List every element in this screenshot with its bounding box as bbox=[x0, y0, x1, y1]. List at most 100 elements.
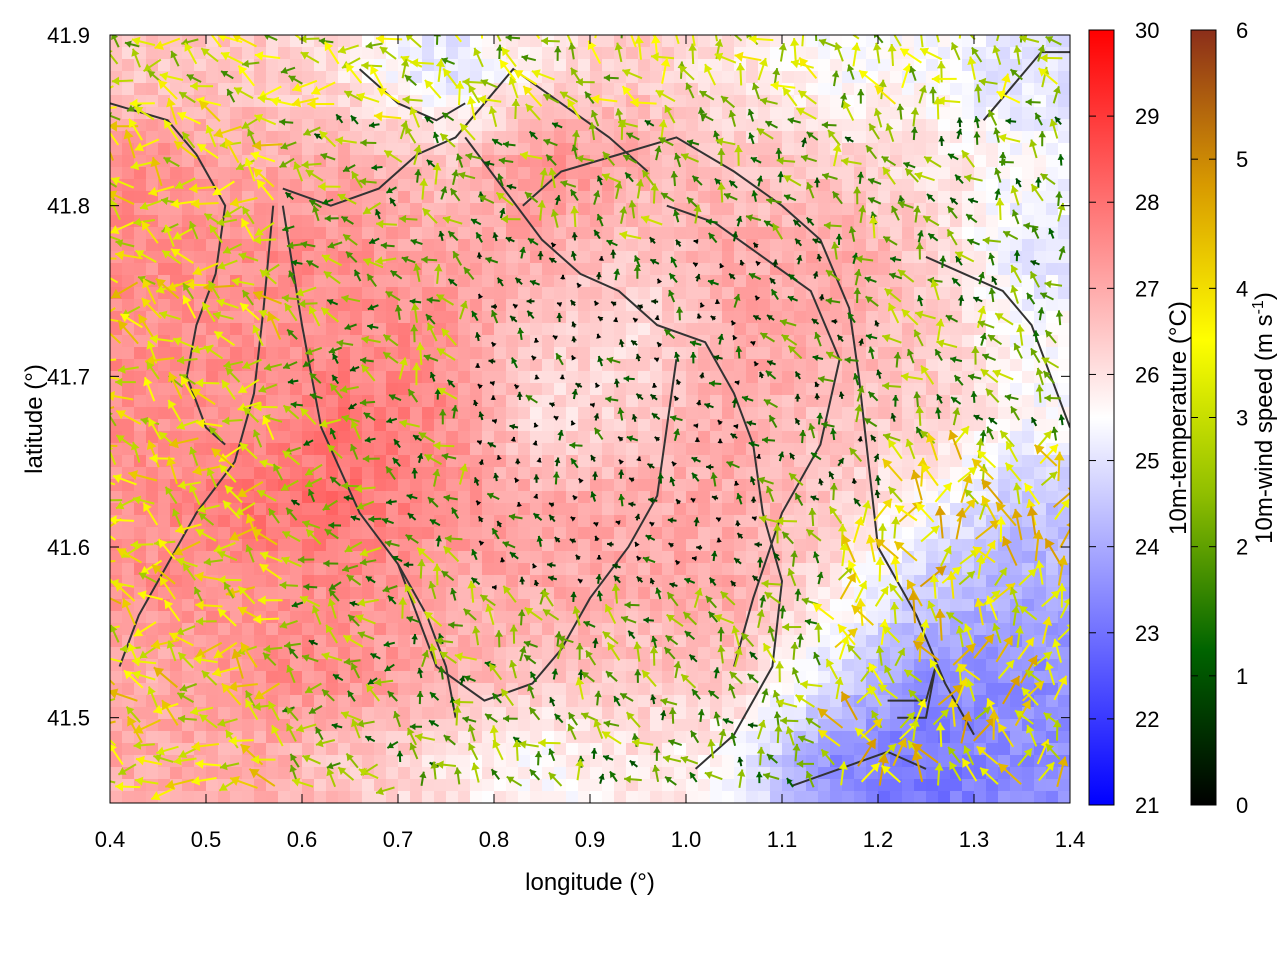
heatmap-cell bbox=[818, 527, 830, 539]
heatmap-cell bbox=[158, 167, 170, 179]
heatmap-cell bbox=[722, 215, 734, 227]
heatmap-cell bbox=[530, 191, 542, 203]
heatmap-cell bbox=[374, 71, 386, 83]
heatmap-cell bbox=[722, 251, 734, 263]
heatmap-cell bbox=[1034, 239, 1046, 251]
heatmap-cell bbox=[410, 35, 422, 47]
heatmap-cell bbox=[782, 239, 794, 251]
heatmap-cell bbox=[854, 323, 866, 335]
heatmap-cell bbox=[962, 203, 974, 215]
heatmap-cell bbox=[770, 179, 782, 191]
heatmap-cell bbox=[602, 419, 614, 431]
heatmap-cell bbox=[302, 443, 314, 455]
heatmap-cell bbox=[926, 35, 938, 47]
heatmap-cell bbox=[122, 371, 134, 383]
heatmap-cell bbox=[794, 539, 806, 551]
heatmap-cell bbox=[830, 635, 842, 647]
heatmap-cell bbox=[182, 611, 194, 623]
heatmap-cell bbox=[662, 431, 674, 443]
heatmap-cell bbox=[938, 527, 950, 539]
heatmap-cell bbox=[266, 527, 278, 539]
heatmap-cell bbox=[1034, 611, 1046, 623]
heatmap-cell bbox=[962, 263, 974, 275]
heatmap-cell bbox=[146, 527, 158, 539]
heatmap-cell bbox=[578, 323, 590, 335]
heatmap-cell bbox=[746, 659, 758, 671]
heatmap-cell bbox=[374, 479, 386, 491]
heatmap-cell bbox=[398, 455, 410, 467]
heatmap-cell bbox=[914, 263, 926, 275]
heatmap-cell bbox=[410, 647, 422, 659]
heatmap-cell bbox=[410, 779, 422, 791]
heatmap-cell bbox=[998, 479, 1010, 491]
heatmap-cell bbox=[182, 95, 194, 107]
heatmap-cell bbox=[986, 83, 998, 95]
heatmap-cell bbox=[314, 467, 326, 479]
heatmap-cell bbox=[518, 167, 530, 179]
heatmap-cell bbox=[326, 743, 338, 755]
heatmap-cell bbox=[542, 335, 554, 347]
heatmap-cell bbox=[422, 515, 434, 527]
heatmap-cell bbox=[578, 395, 590, 407]
heatmap-cell bbox=[614, 527, 626, 539]
heatmap-cell bbox=[266, 635, 278, 647]
heatmap-cell bbox=[398, 407, 410, 419]
heatmap-cell bbox=[818, 143, 830, 155]
heatmap-cell bbox=[602, 35, 614, 47]
heatmap-cell bbox=[518, 359, 530, 371]
heatmap-cell bbox=[434, 239, 446, 251]
heatmap-cell bbox=[542, 383, 554, 395]
heatmap-cell bbox=[698, 647, 710, 659]
heatmap-cell bbox=[434, 395, 446, 407]
heatmap-cell bbox=[218, 443, 230, 455]
heatmap-cell bbox=[974, 227, 986, 239]
heatmap-cell bbox=[842, 203, 854, 215]
heatmap-cell bbox=[398, 479, 410, 491]
heatmap-cell bbox=[722, 371, 734, 383]
heatmap-cell bbox=[866, 95, 878, 107]
heatmap-cell bbox=[410, 203, 422, 215]
heatmap-cell bbox=[674, 71, 686, 83]
heatmap-cell bbox=[170, 671, 182, 683]
heatmap-cell bbox=[218, 707, 230, 719]
heatmap-cell bbox=[770, 131, 782, 143]
heatmap-cell bbox=[974, 695, 986, 707]
heatmap-cell bbox=[542, 107, 554, 119]
heatmap-cell bbox=[698, 695, 710, 707]
heatmap-cell bbox=[374, 407, 386, 419]
heatmap-cell bbox=[962, 611, 974, 623]
heatmap-cell bbox=[614, 95, 626, 107]
heatmap-cell bbox=[710, 383, 722, 395]
heatmap-cell bbox=[674, 287, 686, 299]
heatmap-cell bbox=[554, 695, 566, 707]
heatmap-cell bbox=[794, 623, 806, 635]
heatmap-cell bbox=[758, 299, 770, 311]
heatmap-cell bbox=[230, 707, 242, 719]
heatmap-cell bbox=[542, 323, 554, 335]
heatmap-cell bbox=[830, 35, 842, 47]
heatmap-cell bbox=[758, 179, 770, 191]
heatmap-cell bbox=[1058, 347, 1070, 359]
heatmap-cell bbox=[170, 203, 182, 215]
heatmap-cell bbox=[494, 395, 506, 407]
heatmap-cell bbox=[926, 419, 938, 431]
heatmap-cell bbox=[338, 611, 350, 623]
heatmap-cell bbox=[818, 455, 830, 467]
heatmap-cell bbox=[326, 395, 338, 407]
heatmap-cell bbox=[458, 191, 470, 203]
heatmap-cell bbox=[182, 671, 194, 683]
heatmap-cell bbox=[110, 347, 122, 359]
heatmap-cell bbox=[770, 299, 782, 311]
heatmap-cell bbox=[722, 287, 734, 299]
heatmap-cell bbox=[110, 479, 122, 491]
heatmap-cell bbox=[218, 623, 230, 635]
heatmap-cell bbox=[734, 119, 746, 131]
heatmap-cell bbox=[386, 755, 398, 767]
heatmap-cell bbox=[650, 443, 662, 455]
heatmap-cell bbox=[782, 71, 794, 83]
heatmap-cell bbox=[278, 215, 290, 227]
heatmap-cell bbox=[710, 443, 722, 455]
heatmap-cell bbox=[146, 731, 158, 743]
heatmap-cell bbox=[362, 155, 374, 167]
heatmap-cell bbox=[314, 455, 326, 467]
